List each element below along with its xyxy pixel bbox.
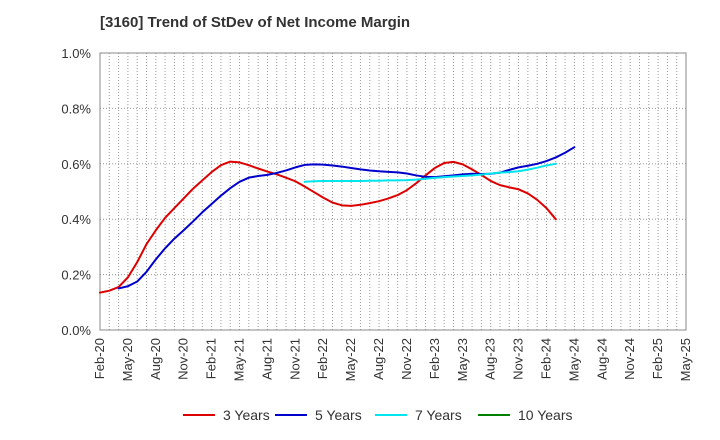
x-tick-label: Feb-24: [538, 338, 553, 379]
x-tick-label: Nov-20: [176, 338, 191, 380]
x-tick-label: May-23: [455, 338, 470, 381]
x-tick-label: May-22: [343, 338, 358, 381]
legend-swatch: [478, 414, 510, 416]
y-tick-label: 0.0%: [61, 323, 91, 338]
x-tick-label: May-25: [678, 338, 693, 381]
legend-swatch: [275, 414, 307, 416]
series-layer: [99, 146, 576, 294]
legend-label: 3 Years: [223, 407, 270, 423]
x-tick-label: May-24: [566, 338, 581, 381]
legend-swatch: [183, 414, 215, 416]
x-tick-label: Feb-20: [92, 338, 107, 379]
x-tick-label: Aug-24: [594, 338, 609, 380]
grid-layer: [100, 52, 686, 330]
legend-item-5-years: 5 Years: [275, 404, 362, 426]
legend-swatch: [375, 414, 407, 416]
x-tick-label: Feb-21: [204, 338, 219, 379]
x-tick-label: Nov-24: [622, 338, 637, 380]
x-tick-label: Aug-21: [259, 338, 274, 380]
plot-frame: [99, 52, 687, 331]
x-tick-label: Nov-21: [287, 338, 302, 380]
y-tick-label: 0.4%: [61, 212, 91, 227]
tick-label-layer: 0.0% 0.2% 0.4% 0.6% 0.8% 1.0% Feb-20 May-20 Aug-…: [61, 46, 693, 381]
x-tick-label: Nov-22: [399, 338, 414, 380]
y-tick-label: 1.0%: [61, 46, 91, 61]
y-tick-label: 0.2%: [61, 268, 91, 283]
legend-label: 10 Years: [518, 407, 573, 423]
chart-title: [3160] Trend of StDev of Net Income Marg…: [100, 14, 411, 31]
series-line-7-years: [303, 162, 557, 183]
legend-item-7-years: 7 Years: [375, 404, 462, 426]
x-tick-label: Feb-25: [650, 338, 665, 379]
series-line-5-years: [117, 146, 576, 290]
x-tick-label: Aug-23: [483, 338, 498, 380]
x-tick-label: Feb-23: [427, 338, 442, 379]
axis-layer: [99, 52, 687, 331]
legend-label: 5 Years: [315, 407, 362, 423]
legend-item-3-years: 3 Years: [183, 404, 270, 426]
y-tick-label: 0.8%: [61, 101, 91, 116]
legend-label: 7 Years: [415, 407, 462, 423]
x-tick-label: Feb-22: [315, 338, 330, 379]
x-tick-label: May-21: [232, 338, 247, 381]
legend-item-10-years: 10 Years: [478, 404, 573, 426]
legend: 3 Years 5 Years 7 Years 10 Years: [0, 404, 720, 426]
x-tick-label: Aug-22: [371, 338, 386, 380]
x-tick-label: Aug-20: [148, 338, 163, 380]
x-tick-label: May-20: [120, 338, 135, 381]
y-tick-label: 0.6%: [61, 157, 91, 172]
x-tick-label: Nov-23: [511, 338, 526, 380]
